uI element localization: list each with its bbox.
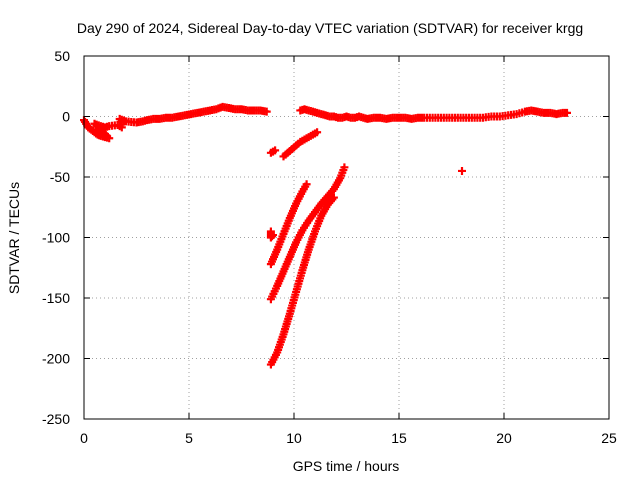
axis-ticks — [83, 55, 610, 420]
x-tick-label: 0 — [80, 430, 88, 446]
segment-main-band-early — [80, 102, 271, 143]
data-point — [340, 163, 349, 172]
segment-main-band-late — [296, 105, 571, 123]
data-point — [262, 107, 271, 116]
data-point — [271, 146, 280, 155]
segment-track-c — [266, 193, 338, 369]
x-tick-label: 10 — [286, 430, 302, 446]
data-point — [329, 193, 338, 202]
data-point — [563, 108, 571, 117]
chart-title: Day 290 of 2024, Sidereal Day-to-day VTE… — [77, 20, 583, 36]
segment-arc-short — [266, 146, 280, 157]
y-tick-label: 0 — [62, 109, 70, 125]
data-point — [458, 166, 466, 175]
segment-arc-upper — [279, 128, 322, 161]
y-tick-label: 50 — [54, 48, 70, 64]
x-tick-label: 20 — [496, 430, 512, 446]
segment-track-a — [266, 180, 311, 269]
data-point — [313, 128, 322, 137]
y-tick-label: -250 — [42, 411, 70, 427]
data-series — [80, 102, 571, 369]
data-point — [269, 231, 277, 240]
y-axis-label: SDTVAR / TECUs — [6, 182, 22, 294]
x-tick-label: 25 — [601, 430, 617, 446]
x-tick-label: 5 — [185, 430, 193, 446]
data-point — [302, 180, 311, 189]
tick-labels: 0 5 10 15 20 25 -250 -200 -150 -100 -50 0 50 — [42, 48, 617, 446]
segment-track-b — [266, 163, 349, 304]
x-axis-label: GPS time / hours — [293, 458, 400, 474]
y-tick-label: -200 — [42, 351, 70, 367]
segment-track-a-start — [266, 227, 277, 242]
y-tick-label: -50 — [50, 169, 70, 185]
y-tick-label: -150 — [42, 290, 70, 306]
x-tick-label: 15 — [391, 430, 407, 446]
segment-isolated — [458, 166, 466, 175]
y-tick-label: -100 — [42, 230, 70, 246]
